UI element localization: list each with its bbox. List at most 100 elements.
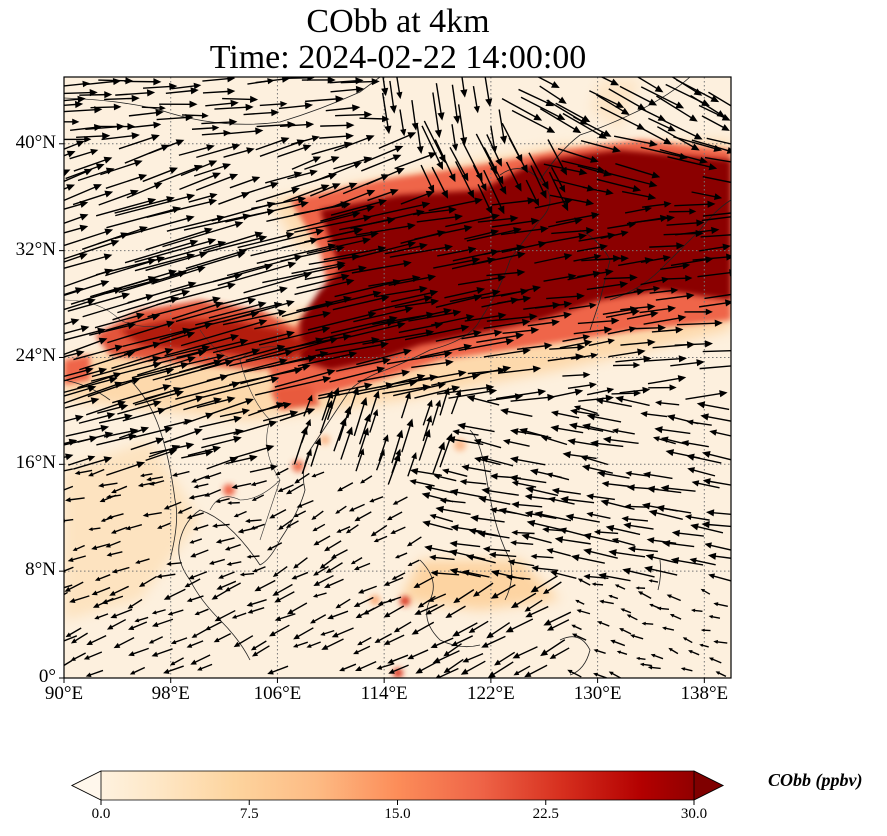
wind-arrow (477, 530, 510, 539)
wind-arrow (118, 134, 160, 150)
wind-arrow (130, 437, 165, 451)
arrow-shaft (378, 439, 387, 462)
arrow-shaft (549, 194, 589, 204)
arrow-head (364, 382, 373, 390)
wind-arrow (124, 78, 162, 86)
arrow-shaft (195, 304, 277, 326)
arrow-head (607, 338, 615, 345)
arrow-shaft (432, 447, 443, 474)
arrow-head (194, 611, 200, 616)
arrow-shaft (292, 175, 332, 189)
arrow-shaft (589, 550, 618, 559)
wind-arrow (416, 123, 424, 155)
wind-arrow (263, 410, 299, 422)
arrow-head (326, 390, 334, 399)
arrow-head (357, 640, 363, 646)
arrow-head (212, 172, 221, 180)
arrow-shaft (694, 559, 716, 566)
arrow-shaft (516, 458, 546, 466)
wind-arrow (674, 340, 713, 348)
arrow-head (586, 413, 596, 421)
arrow-shaft (78, 414, 110, 424)
arrow-head (719, 390, 728, 398)
arrow-head (153, 182, 163, 190)
wind-arrow (110, 526, 128, 534)
wind-arrow (293, 426, 308, 465)
arrow-head (538, 240, 547, 248)
wind-arrow (358, 413, 371, 445)
arrow-head (319, 350, 329, 358)
arrow-shaft (235, 612, 247, 618)
wind-arrow (540, 639, 566, 657)
arrow-shaft (105, 280, 155, 295)
wind-arrow (202, 77, 236, 83)
arrow-head (222, 163, 232, 170)
arrow-shaft (607, 483, 630, 488)
wind-arrow (642, 471, 673, 480)
arrow-shaft (169, 562, 182, 565)
arrow-head (435, 399, 442, 408)
wind-arrow (700, 234, 731, 238)
arrow-head (612, 145, 621, 153)
arrow-shaft (437, 248, 471, 257)
arrow-head (696, 359, 705, 367)
wind-arrow (660, 262, 691, 271)
arrow-shaft (268, 353, 323, 368)
arrow-head (649, 603, 654, 608)
wind-arrow (457, 274, 506, 286)
wind-arrow (400, 190, 435, 205)
arrow-shaft (580, 140, 615, 151)
wind-arrow (355, 222, 416, 236)
wind-arrow (64, 367, 94, 378)
arrow-head (64, 497, 71, 503)
wind-arrow (354, 511, 372, 522)
wind-arrow (593, 529, 619, 535)
arrow-head (741, 208, 749, 215)
wind-arrow (389, 80, 397, 114)
arrow-head (601, 480, 609, 488)
arrow-shaft (592, 415, 622, 423)
wind-arrow (539, 85, 567, 104)
arrow-shaft (218, 498, 230, 502)
arrow-head (353, 227, 362, 235)
arrow-head (409, 379, 418, 387)
arrow-shaft (669, 595, 681, 602)
arrow-head (650, 310, 659, 318)
arrow-head (324, 583, 331, 588)
wind-arrow (555, 211, 600, 224)
arrow-shaft (114, 217, 189, 240)
arrow-shaft (309, 641, 321, 647)
arrow-shaft (451, 84, 458, 118)
arrow-shaft (118, 136, 154, 150)
wind-arrow (279, 408, 316, 422)
wind-arrow (669, 614, 682, 620)
hotspot (320, 435, 330, 445)
arrow-shaft (95, 200, 151, 217)
arrow-shaft (486, 316, 532, 322)
wind-arrow (226, 254, 303, 277)
arrow-head (583, 371, 591, 379)
arrow-shaft (483, 169, 503, 209)
arrow-shaft (566, 498, 595, 504)
arrow-head (362, 609, 370, 615)
arrow-shaft (676, 559, 704, 566)
wind-arrow (171, 301, 224, 320)
arrow-shaft (48, 537, 60, 541)
arrow-head (204, 625, 211, 631)
arrow-head (266, 546, 273, 551)
wind-arrow (502, 326, 540, 335)
wind-arrow (218, 192, 250, 205)
arrow-shaft (79, 353, 130, 371)
wind-arrow (682, 637, 693, 644)
wind-arrow (256, 121, 296, 129)
arrow-shaft (318, 321, 390, 341)
wind-arrow (647, 375, 687, 385)
arrow-head (146, 89, 156, 97)
arrow-shaft (411, 100, 416, 125)
arrow-shaft (314, 471, 325, 477)
wind-arrow (562, 334, 591, 342)
arrow-head (369, 498, 375, 503)
arrow-head (271, 109, 280, 117)
arrow-head (378, 198, 388, 206)
wind-arrow (301, 77, 336, 84)
